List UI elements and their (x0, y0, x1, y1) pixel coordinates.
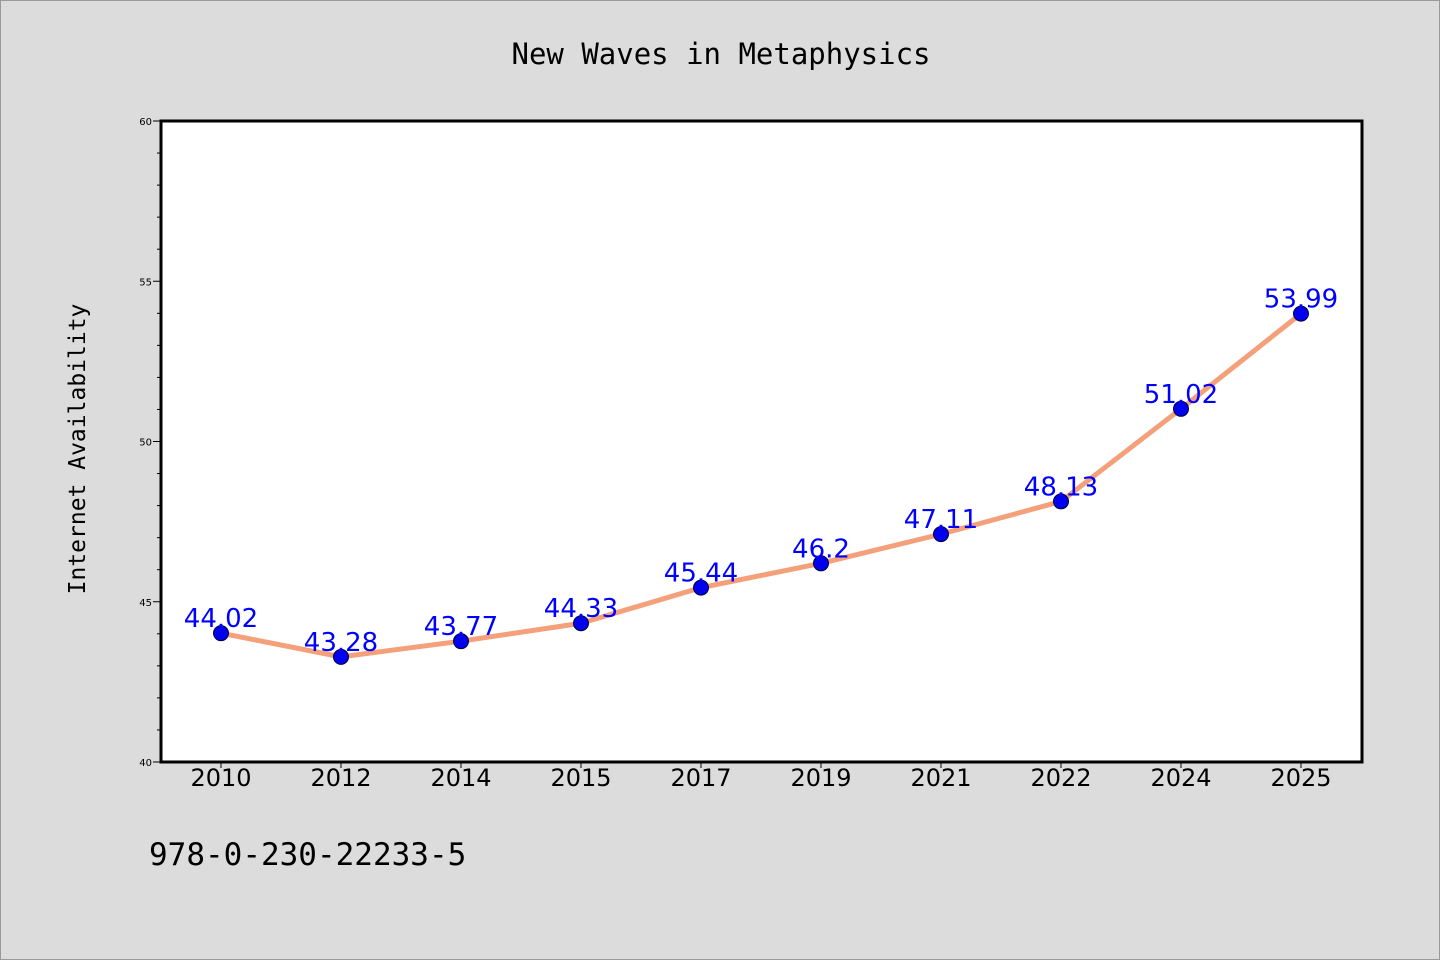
y-axis-label: Internet Availability (65, 304, 91, 595)
x-tick-label: 2017 (670, 764, 731, 792)
data-point (453, 633, 469, 650)
data-label: 44.33 (544, 594, 618, 624)
data-point (1053, 493, 1069, 510)
x-tick-label: 2024 (1150, 764, 1211, 792)
x-tick-label: 2014 (430, 764, 491, 792)
series-line (218, 311, 1304, 660)
x-tick-label: 2025 (1270, 764, 1331, 792)
data-label: 43.77 (424, 612, 498, 642)
y-tick-label: 40 (139, 758, 152, 769)
x-tick-label: 2021 (910, 764, 971, 792)
data-point (693, 579, 709, 596)
data-point (333, 648, 349, 665)
x-tick-label: 2019 (790, 764, 851, 792)
isbn-footer: 978-0-230-22233-5 (149, 837, 466, 873)
data-label: 53.99 (1264, 285, 1338, 315)
data-point (573, 615, 589, 632)
data-series: 44.02 43.28 43.77 44.33 45.44 46.2 47.11 48.13 5… (184, 285, 1338, 665)
data-point (933, 526, 949, 543)
data-label: 44.02 (184, 604, 258, 634)
data-label: 48.13 (1024, 472, 1098, 502)
data-label: 46.2 (792, 534, 850, 564)
x-tick-label: 2010 (190, 764, 251, 792)
y-tick-label: 45 (139, 598, 152, 609)
y-tick-label: 50 (139, 438, 152, 449)
data-point (1293, 305, 1309, 322)
data-point (213, 625, 229, 642)
x-tick-label: 2015 (550, 764, 611, 792)
y-tick-label: 55 (139, 277, 152, 288)
x-tick-label: 2022 (1030, 764, 1091, 792)
plot-area (161, 121, 1362, 762)
data-label: 51.02 (1144, 380, 1218, 410)
data-point (813, 555, 829, 572)
plot-frame (159, 119, 1364, 764)
data-point (1173, 400, 1189, 417)
chart-title: New Waves in Metaphysics (511, 37, 930, 71)
y-axis: 40 45 50 55 60 (139, 117, 161, 769)
data-label: 47.11 (904, 505, 978, 535)
x-tick-label: 2012 (310, 764, 371, 792)
data-label: 43.28 (304, 628, 378, 658)
y-tick-label: 60 (139, 117, 152, 128)
x-axis: 2010 2012 2014 2015 2017 2019 2021 2022 2024 2025 (190, 762, 1332, 792)
data-label: 45.44 (664, 559, 738, 589)
